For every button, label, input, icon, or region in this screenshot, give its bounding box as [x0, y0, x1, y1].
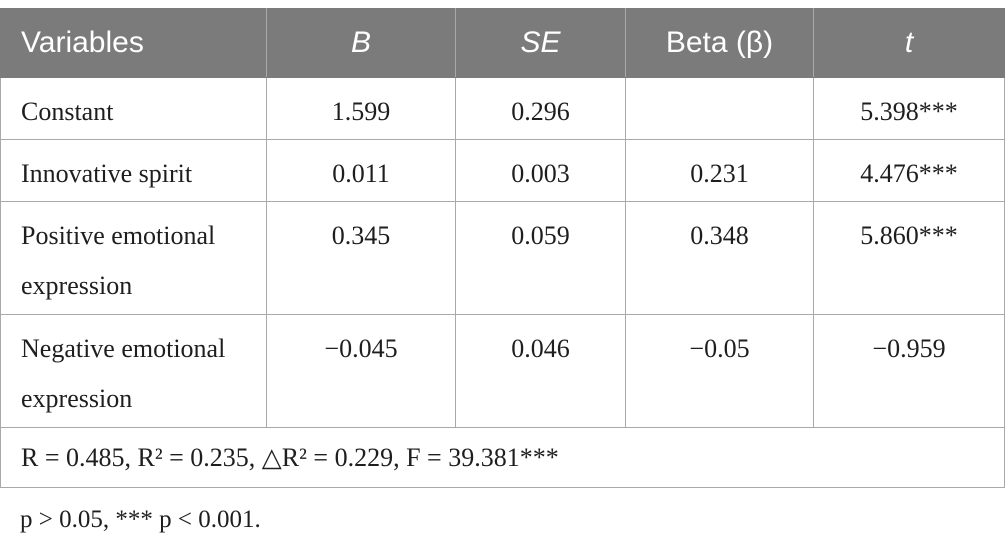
cell-variable: Positive emotional expression: [0, 201, 267, 315]
cell-se: 0.003: [455, 139, 626, 202]
table-header-row: Variables B SE Beta (β) t: [0, 8, 1005, 78]
table-row: Constant 1.599 0.296 5.398***: [0, 77, 1005, 140]
cell-beta: 0.348: [625, 201, 814, 315]
table-footnote: p > 0.05, *** p < 0.001.: [20, 506, 261, 533]
regression-table-container: Variables B SE Beta (β) t Constant 1.599…: [0, 8, 1005, 488]
cell-variable: Innovative spirit: [0, 139, 267, 202]
table-row: Positive emotional expression 0.345 0.05…: [0, 201, 1005, 315]
cell-variable: Negative emotional expression: [0, 314, 267, 428]
table-row: Negative emotional expression −0.045 0.0…: [0, 314, 1005, 428]
cell-b: −0.045: [266, 314, 456, 428]
header-b-text: B: [350, 26, 371, 59]
cell-t: 5.860***: [813, 201, 1005, 315]
cell-b: 0.011: [266, 139, 456, 202]
cell-t: 4.476***: [813, 139, 1005, 202]
cell-beta: 0.231: [625, 139, 814, 202]
header-se-text: SE: [520, 26, 561, 59]
header-beta: Beta (β): [625, 8, 814, 78]
cell-se: 0.296: [455, 77, 626, 140]
model-stats-row: R = 0.485, R² = 0.235, △R² = 0.229, F = …: [0, 427, 1005, 488]
cell-t: −0.959: [813, 314, 1005, 428]
header-variables: Variables: [0, 8, 267, 78]
cell-t: 5.398***: [813, 77, 1005, 140]
cell-b: 0.345: [266, 201, 456, 315]
cell-variable: Constant: [0, 77, 267, 140]
table-row: Innovative spirit 0.011 0.003 0.231 4.47…: [0, 139, 1005, 202]
cell-se: 0.046: [455, 314, 626, 428]
header-se: SE: [455, 8, 626, 78]
model-stats: R = 0.485, R² = 0.235, △R² = 0.229, F = …: [0, 427, 1005, 488]
header-b: B: [266, 8, 456, 78]
cell-beta: [625, 77, 814, 140]
header-t-text: t: [904, 26, 914, 59]
cell-beta: −0.05: [625, 314, 814, 428]
header-t: t: [813, 8, 1005, 78]
cell-se: 0.059: [455, 201, 626, 315]
cell-b: 1.599: [266, 77, 456, 140]
regression-table: Variables B SE Beta (β) t Constant 1.599…: [0, 8, 1005, 488]
